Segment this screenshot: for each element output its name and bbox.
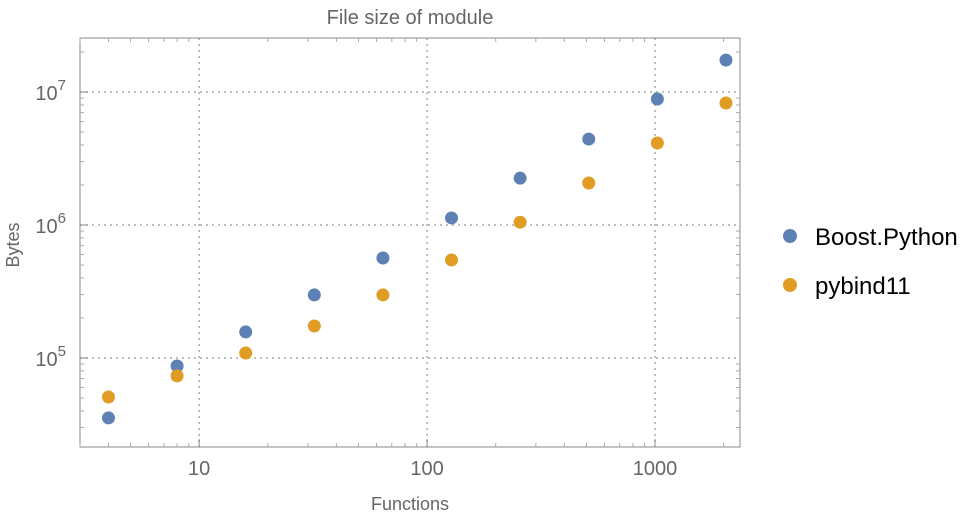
legend-label: pybind11: [815, 273, 911, 300]
pybind11-point: [239, 346, 253, 360]
pybind11-point: [376, 288, 390, 302]
pybind11-point: [170, 369, 184, 383]
pybind11-point: [101, 390, 115, 404]
boost-python-point: [170, 359, 184, 373]
x-tick-label: 1000: [633, 458, 678, 480]
pybind11-point: [513, 215, 527, 229]
boost-python-point: [582, 132, 596, 146]
pybind11-point: [719, 96, 733, 110]
legend-marker: [783, 229, 797, 243]
x-axis-label: Functions: [371, 494, 449, 513]
pybind11-point: [307, 319, 321, 333]
pybind11-point: [650, 136, 664, 150]
boost-python-point: [513, 171, 527, 185]
y-tick-label: 105: [35, 343, 66, 371]
boost-python-point: [307, 288, 321, 302]
boost-python-point: [101, 411, 115, 425]
legend-marker: [783, 278, 797, 292]
boost-python-point: [650, 92, 664, 106]
legend-label: Boost.Python: [815, 224, 958, 251]
x-tick-label: 100: [410, 458, 443, 480]
boost-python-point: [445, 211, 459, 225]
chart-title: File size of module: [327, 7, 494, 29]
x-tick-label: 10: [188, 458, 210, 480]
y-axis-label: Bytes: [3, 222, 23, 267]
boost-python-point: [376, 251, 390, 265]
pybind11-point: [445, 253, 459, 267]
y-tick-label: 107: [35, 77, 66, 105]
boost-python-point: [239, 325, 253, 339]
boost-python-point: [719, 53, 733, 67]
y-tick-label: 106: [35, 210, 66, 238]
pybind11-point: [582, 176, 596, 190]
plot-frame: [79, 37, 741, 448]
